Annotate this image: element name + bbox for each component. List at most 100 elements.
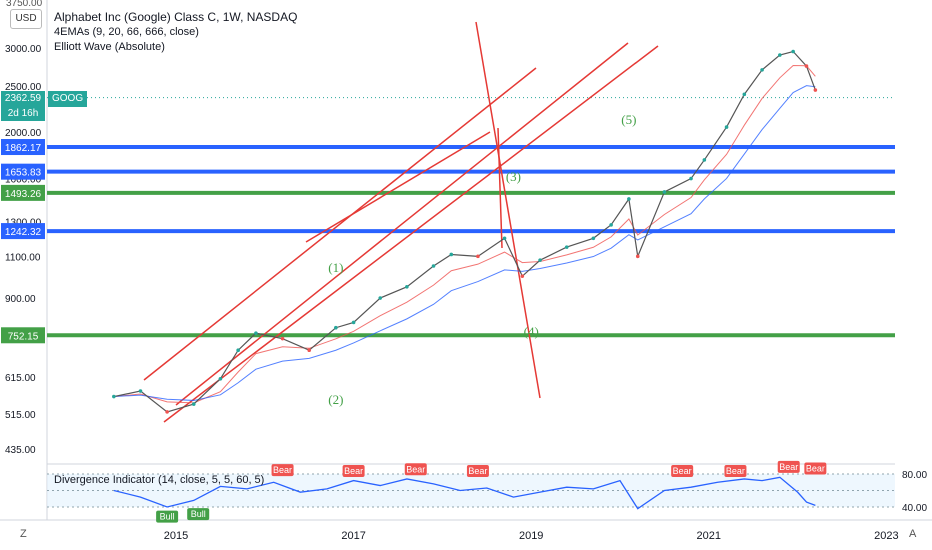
price-point [449, 252, 454, 257]
trend-line [163, 45, 659, 423]
ema-line [113, 85, 816, 401]
signal-tag [156, 510, 179, 523]
signal-label: Bear [673, 466, 692, 476]
y-tick-label: 435.00 [5, 445, 36, 456]
price-point [236, 348, 240, 353]
level-price-tag [1, 184, 45, 201]
axis-labels: 3000.002500.002000.001600.001300.001100.… [1, 44, 927, 542]
signal-tag [466, 464, 489, 477]
elliott-wave-label[interactable]: Elliott Wave (Absolute) [54, 41, 165, 53]
price-point [662, 190, 667, 194]
price-point [742, 92, 747, 97]
signal-label: Bear [806, 463, 825, 473]
y-tick-label: 2000.00 [5, 128, 42, 139]
signal-label: Bear [406, 464, 425, 474]
signal-tag [804, 462, 827, 475]
wave-label: (5) [621, 112, 636, 127]
level-price-label: 752.15 [8, 331, 39, 342]
price-point [476, 254, 480, 259]
chart-legend: Alphabet Inc (Google) Class C, 1W, NASDA… [54, 10, 297, 55]
z-label[interactable]: Z [20, 528, 27, 540]
y-tick-label: 2500.00 [5, 82, 42, 93]
symbol-title[interactable]: Alphabet Inc (Google) Class C, 1W, NASDA… [54, 10, 298, 24]
price-point [627, 197, 631, 201]
price-point [635, 254, 640, 259]
price-line [113, 50, 816, 413]
level-price-tag [1, 223, 45, 240]
y-tick-label: 615.00 [5, 373, 36, 384]
price-point [218, 376, 223, 381]
wave-label: (3) [506, 169, 521, 184]
trend-line [305, 131, 491, 243]
price-point [405, 284, 409, 289]
y-tick-label: 900.00 [5, 294, 36, 305]
price-point [702, 158, 707, 162]
price-point [351, 320, 356, 325]
top-price-label: 3750.00 [6, 0, 43, 9]
countdown-tag: 2d 16h [1, 106, 45, 121]
x-tick-label: 2017 [341, 530, 365, 542]
x-tick-label: 2021 [697, 530, 721, 542]
y-tick-label: 3000.00 [5, 44, 42, 55]
indicator-title[interactable]: Divergence Indicator (14, close, 5, 5, 6… [54, 474, 265, 486]
x-tick-label: 2015 [164, 530, 188, 542]
current-price-tag: 2362.59 [1, 91, 45, 106]
price-point [724, 125, 729, 129]
signal-label: Bear [273, 465, 292, 475]
currency-label[interactable]: USD [10, 9, 42, 29]
ema-indicator-label[interactable]: 4EMAs (9, 20, 66, 666, close) [54, 26, 199, 38]
signal-tag [724, 464, 747, 477]
wave-label: (4) [524, 324, 539, 339]
price-point [609, 223, 613, 227]
ema-line [113, 65, 816, 404]
price-point [791, 49, 795, 54]
level-price-label: 1493.26 [5, 189, 42, 200]
y-tick-label: 1100.00 [5, 252, 41, 263]
price-point [165, 410, 169, 414]
level-price-label: 1242.32 [5, 227, 42, 238]
price-point [520, 274, 525, 278]
price-point [804, 64, 809, 68]
price-point [280, 336, 285, 341]
price-point [778, 53, 782, 57]
price-point [191, 402, 196, 406]
trend-line [175, 42, 629, 406]
osc-line [113, 476, 816, 510]
signal-tag [777, 460, 800, 473]
osc-y-tick-label: 40.00 [902, 503, 927, 514]
signal-label: Bear [779, 462, 798, 472]
signal-label: Bear [344, 466, 363, 476]
price-point [112, 394, 116, 399]
level-price-tag [1, 327, 45, 344]
level-price-tag [1, 139, 45, 156]
ticker-tag: GOOG [48, 91, 88, 107]
y-tick-label: 1600.00 [5, 175, 42, 186]
signal-tag [671, 464, 694, 477]
price-point [502, 236, 507, 241]
level-price-label: 1653.83 [5, 168, 42, 179]
a-label[interactable]: A [909, 528, 917, 540]
wave-label: (2) [328, 392, 343, 407]
price-point [813, 88, 818, 92]
axes [0, 0, 932, 521]
signal-tag [187, 508, 210, 521]
price-point [334, 325, 338, 330]
price-point [307, 348, 312, 353]
price-point [378, 296, 383, 300]
level-price-label: 1862.17 [5, 143, 42, 154]
x-tick-label: 2019 [519, 530, 543, 542]
trend-line [143, 67, 537, 381]
trend-line [475, 21, 541, 399]
signal-tag [404, 463, 427, 476]
horizontal-levels [47, 97, 895, 338]
signal-tag [271, 464, 294, 477]
price-series [112, 49, 818, 414]
price-point [689, 176, 693, 181]
level-price-tag [1, 163, 45, 180]
price-point [564, 245, 569, 249]
signal-label: Bull [191, 509, 206, 519]
trend-lines [143, 21, 659, 423]
price-point [538, 258, 542, 262]
signal-label: Bear [468, 466, 487, 476]
